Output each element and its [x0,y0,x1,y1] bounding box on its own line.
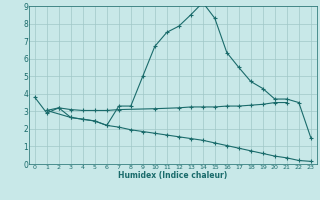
X-axis label: Humidex (Indice chaleur): Humidex (Indice chaleur) [118,171,228,180]
